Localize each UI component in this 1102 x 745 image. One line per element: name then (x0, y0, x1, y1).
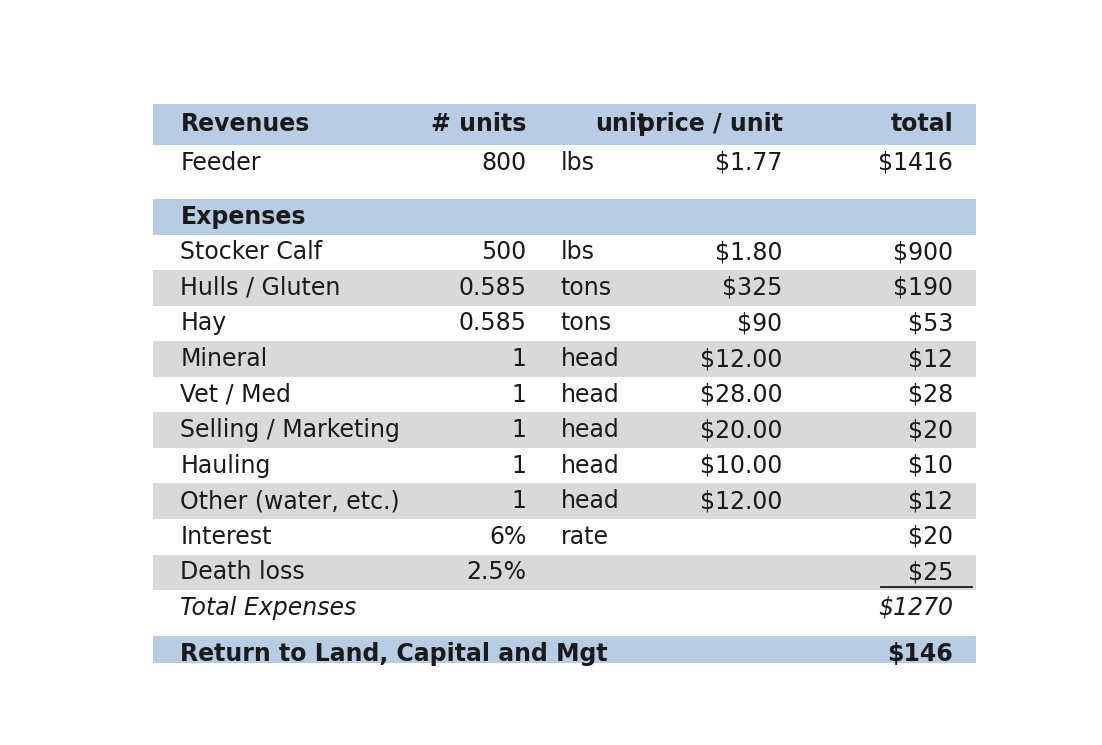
Text: $20.00: $20.00 (700, 418, 782, 442)
Bar (153, 448, 976, 484)
Text: lbs: lbs (561, 241, 594, 264)
Text: $900: $900 (894, 241, 953, 264)
Text: 2.5%: 2.5% (466, 560, 527, 584)
Text: # units: # units (431, 112, 527, 136)
Text: $190: $190 (894, 276, 953, 300)
Bar (153, 180, 976, 199)
Bar (153, 554, 976, 590)
Text: Mineral: Mineral (181, 347, 268, 371)
Bar (153, 104, 976, 145)
Text: lbs: lbs (561, 150, 594, 175)
Text: 800: 800 (482, 150, 527, 175)
Text: $12: $12 (908, 489, 953, 513)
Bar (153, 199, 976, 235)
Text: 1: 1 (511, 489, 527, 513)
Text: unit: unit (595, 112, 648, 136)
Text: head: head (561, 418, 619, 442)
Text: Selling / Marketing: Selling / Marketing (181, 418, 400, 442)
Text: 1: 1 (511, 418, 527, 442)
Bar (153, 377, 976, 413)
Bar (153, 519, 976, 554)
Text: $10.00: $10.00 (700, 454, 782, 478)
Text: head: head (561, 347, 619, 371)
Text: Return to Land, Capital and Mgt: Return to Land, Capital and Mgt (181, 642, 608, 666)
Text: Death loss: Death loss (181, 560, 305, 584)
Text: Hulls / Gluten: Hulls / Gluten (181, 276, 341, 300)
Text: $12.00: $12.00 (700, 347, 782, 371)
Bar (153, 270, 976, 305)
Text: 0.585: 0.585 (458, 311, 527, 335)
Bar (153, 413, 976, 448)
Bar (153, 235, 976, 270)
Text: Other (water, etc.): Other (water, etc.) (181, 489, 400, 513)
Text: $12.00: $12.00 (700, 489, 782, 513)
Text: head: head (561, 383, 619, 407)
Text: $325: $325 (722, 276, 782, 300)
Text: Vet / Med: Vet / Med (181, 383, 291, 407)
Bar (153, 341, 976, 377)
Text: Interest: Interest (181, 524, 272, 549)
Text: $10: $10 (908, 454, 953, 478)
Text: tons: tons (561, 276, 612, 300)
Text: Total Expenses: Total Expenses (181, 596, 357, 620)
Text: $53: $53 (908, 311, 953, 335)
Text: $20: $20 (908, 524, 953, 549)
Text: total: total (890, 112, 953, 136)
Text: Hauling: Hauling (181, 454, 271, 478)
Bar (153, 145, 976, 180)
Text: $20: $20 (908, 418, 953, 442)
Text: 1: 1 (511, 454, 527, 478)
Text: $1416: $1416 (878, 150, 953, 175)
Bar (153, 626, 976, 636)
Text: Expenses: Expenses (181, 205, 306, 229)
Text: 1: 1 (511, 383, 527, 407)
Text: price / unit: price / unit (638, 112, 782, 136)
Text: $25: $25 (908, 560, 953, 584)
Text: $1.80: $1.80 (715, 241, 782, 264)
Text: $28: $28 (908, 383, 953, 407)
Text: Feeder: Feeder (181, 150, 261, 175)
Text: $90: $90 (737, 311, 782, 335)
Text: 6%: 6% (489, 524, 527, 549)
Bar (153, 305, 976, 341)
Text: $1.77: $1.77 (715, 150, 782, 175)
Bar (153, 484, 976, 519)
Text: Revenues: Revenues (181, 112, 310, 136)
Text: $28.00: $28.00 (700, 383, 782, 407)
Bar (153, 636, 976, 672)
Text: 1: 1 (511, 347, 527, 371)
Text: $12: $12 (908, 347, 953, 371)
Text: rate: rate (561, 524, 608, 549)
Text: 500: 500 (482, 241, 527, 264)
Text: $1270: $1270 (878, 596, 953, 620)
Text: 0.585: 0.585 (458, 276, 527, 300)
Text: Hay: Hay (181, 311, 227, 335)
Text: head: head (561, 454, 619, 478)
Text: tons: tons (561, 311, 612, 335)
Bar (153, 590, 976, 626)
Text: $146: $146 (887, 642, 953, 666)
Text: Stocker Calf: Stocker Calf (181, 241, 323, 264)
Text: head: head (561, 489, 619, 513)
